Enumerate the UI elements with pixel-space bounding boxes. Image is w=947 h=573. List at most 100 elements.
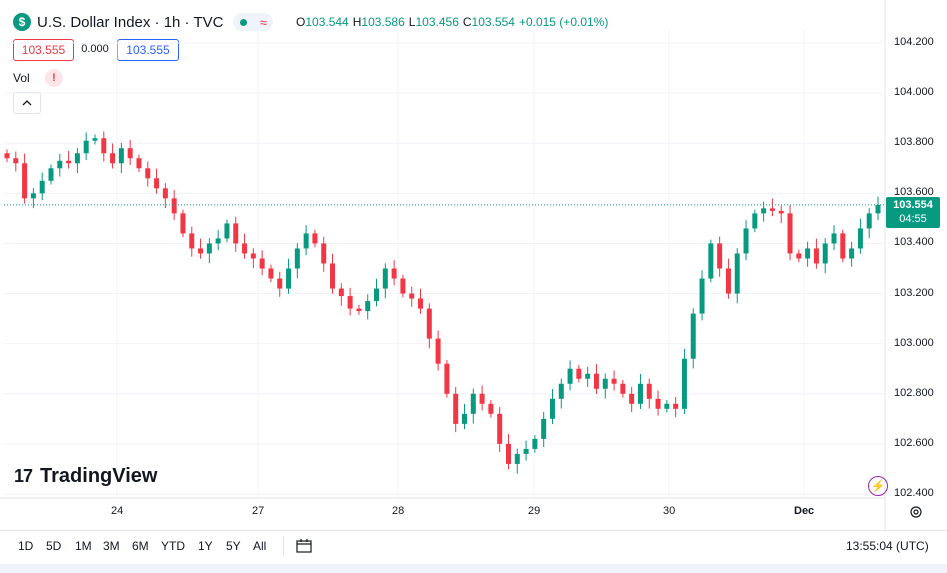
candle-body	[66, 160, 72, 164]
candle-body	[338, 288, 344, 297]
candle-body	[787, 213, 793, 254]
candle-body	[233, 223, 239, 244]
time-tick-label: 27	[252, 505, 265, 517]
current-price-tag: 103.554 04:55	[886, 197, 940, 228]
market-status-pill[interactable]: ≈	[233, 13, 274, 31]
volume-label[interactable]: Vol	[13, 71, 30, 85]
range-button-6m[interactable]: 6M	[132, 539, 149, 553]
open-value: 103.544	[305, 15, 349, 29]
range-button-3m[interactable]: 3M	[103, 539, 120, 553]
candle-body	[118, 148, 124, 164]
candle-body	[145, 168, 151, 179]
candle-body	[101, 138, 107, 154]
range-button-5y[interactable]: 5Y	[226, 539, 241, 553]
bottom-toolbar	[0, 530, 947, 565]
bottom-border	[0, 564, 947, 573]
settings-icon[interactable]	[908, 504, 924, 520]
dollar-icon: $	[13, 13, 31, 31]
candle-body	[198, 248, 204, 254]
tradingview-logo-mark: 17	[14, 466, 33, 486]
symbol-header[interactable]: $ U.S. Dollar Index · 1h · TVC ≈	[13, 12, 274, 32]
sell-price-button[interactable]: 103.555	[13, 39, 74, 61]
range-button-1y[interactable]: 1Y	[198, 539, 213, 553]
candle-body	[532, 438, 538, 449]
candle-body	[154, 178, 160, 189]
candle-body	[708, 243, 714, 279]
candle-body	[224, 223, 230, 239]
go-to-date-icon[interactable]	[294, 536, 314, 556]
range-button-1m[interactable]: 1M	[75, 539, 92, 553]
candle-body	[488, 403, 494, 414]
candle-body	[374, 288, 380, 302]
collapse-legend-button[interactable]	[13, 92, 41, 114]
candle-body	[585, 373, 591, 379]
symbol-title[interactable]: U.S. Dollar Index · 1h · TVC	[37, 13, 224, 31]
change-value: +0.015 (+0.01%)	[518, 15, 609, 29]
candle-body	[92, 138, 98, 141]
candle-body	[127, 148, 133, 159]
volume-warning-icon[interactable]: !	[45, 69, 63, 87]
tradingview-logo[interactable]: 17 TradingView	[14, 465, 157, 488]
range-button-all[interactable]: All	[253, 539, 267, 553]
price-chart[interactable]	[0, 0, 947, 530]
candle-body	[136, 158, 142, 169]
candle-body	[690, 313, 696, 359]
market-open-dot-icon	[239, 18, 247, 26]
candle-body	[717, 243, 723, 269]
candle-body	[444, 363, 450, 394]
candle-body	[242, 243, 248, 254]
candle-body	[620, 383, 626, 394]
candle-body	[629, 393, 635, 404]
range-button-5d[interactable]: 5D	[46, 539, 62, 553]
candle-body	[822, 243, 828, 264]
ohlc-legend: O103.544 H103.586 L103.456 C103.554 +0.0…	[296, 15, 608, 29]
high-value: 103.586	[361, 15, 405, 29]
close-label: C	[462, 15, 472, 29]
time-tick-label: 29	[528, 505, 541, 517]
candle-body	[426, 308, 432, 339]
candle-body	[171, 198, 177, 214]
lightning-icon[interactable]: ⚡	[868, 476, 888, 496]
current-price-value: 103.554	[893, 199, 933, 211]
price-tick-label: 102.400	[894, 487, 934, 499]
candle-body	[699, 278, 705, 314]
price-tick-label: 104.200	[894, 36, 934, 48]
candle-body	[4, 153, 10, 159]
candle-body	[769, 208, 775, 211]
candle-body	[13, 158, 19, 164]
candle-body	[664, 403, 670, 409]
candle-body	[813, 248, 819, 264]
range-button-1d[interactable]: 1D	[18, 539, 34, 553]
candle-body	[752, 213, 758, 229]
candle-body	[268, 268, 274, 279]
candle-body	[435, 338, 441, 364]
candle-body	[734, 253, 740, 294]
open-label: O	[296, 15, 306, 29]
candle-body	[866, 213, 872, 229]
candle-body	[409, 293, 415, 299]
candle-body	[523, 448, 529, 454]
utc-clock[interactable]: 13:55:04 (UTC)	[846, 539, 929, 553]
price-tick-label: 103.600	[894, 186, 934, 199]
price-tick-label: 103.000	[894, 336, 934, 349]
time-tick-label: 28	[392, 505, 405, 517]
candle-body	[796, 253, 802, 259]
price-tick-label: 103.200	[894, 286, 934, 299]
candle-body	[277, 278, 283, 289]
price-tick-label: 102.600	[894, 436, 934, 449]
candle-body	[602, 378, 608, 389]
candle-body	[162, 188, 168, 199]
candle-body	[849, 248, 855, 259]
time-tick-label: 24	[111, 505, 124, 517]
low-label: L	[408, 15, 416, 29]
candle-body	[514, 453, 520, 464]
range-button-ytd[interactable]: YTD	[161, 539, 185, 553]
low-value: 103.456	[415, 15, 459, 29]
price-tick-label: 103.400	[894, 236, 934, 249]
candle-body	[312, 233, 318, 244]
buy-price-button[interactable]: 103.555	[117, 39, 179, 61]
bar-countdown: 04:55	[899, 213, 927, 225]
candle-body	[576, 368, 582, 379]
data-delayed-wave-icon: ≈	[259, 14, 267, 30]
